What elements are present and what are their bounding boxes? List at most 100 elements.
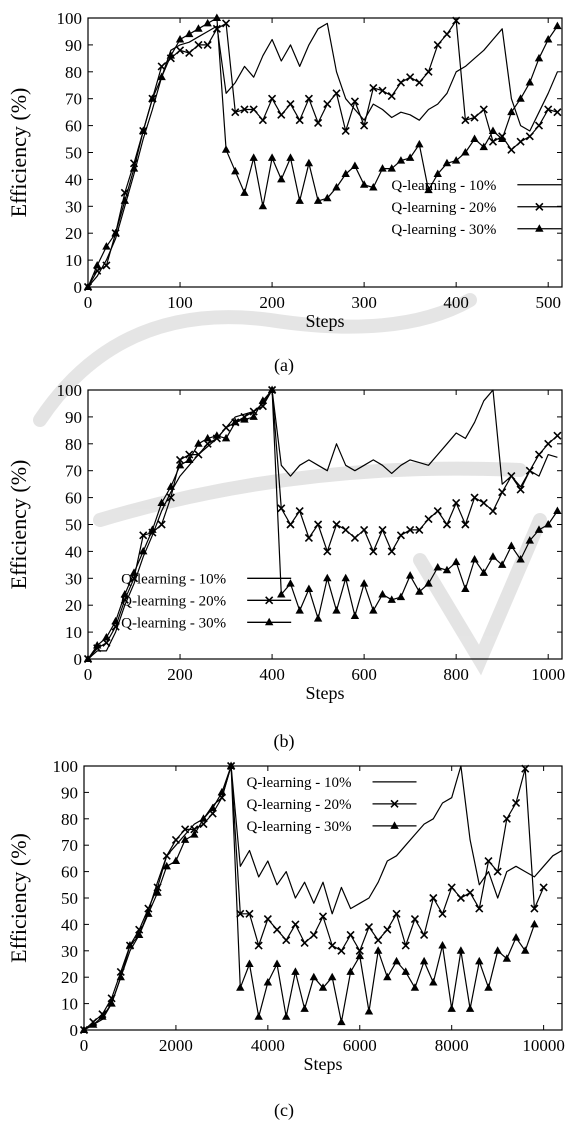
data-point	[272, 959, 282, 967]
data-point	[240, 105, 249, 114]
data-point	[203, 439, 212, 448]
y-tick-label: 70	[61, 836, 78, 855]
data-point	[534, 121, 544, 130]
data-point	[148, 525, 157, 533]
data-point	[544, 105, 553, 114]
x-tick-label: 0	[80, 1036, 89, 1055]
y-tick-label: 20	[65, 596, 82, 615]
data-point	[396, 592, 406, 601]
data-point	[93, 260, 102, 269]
series-line	[83, 765, 535, 1031]
data-point	[268, 94, 277, 103]
data-point	[359, 180, 369, 188]
data-point	[129, 568, 139, 576]
series-3	[79, 761, 539, 1033]
data-point	[286, 153, 295, 161]
data-point	[355, 951, 364, 960]
data-point	[175, 35, 185, 43]
legend-label: Q-learning - 30%	[391, 222, 496, 238]
data-point	[355, 946, 364, 955]
data-point	[488, 126, 498, 134]
data-point	[369, 606, 378, 614]
data-point	[530, 919, 539, 928]
data-point	[442, 30, 452, 39]
data-point	[194, 439, 203, 447]
series-2	[83, 385, 562, 664]
data-point	[139, 531, 148, 540]
data-point	[406, 73, 415, 82]
y-tick-label: 0	[70, 1021, 79, 1040]
data-point	[396, 531, 405, 540]
data-point	[282, 1012, 291, 1020]
data-point	[511, 933, 521, 941]
data-point	[392, 956, 401, 965]
y-tick-label: 10	[65, 623, 82, 642]
series-line	[87, 389, 558, 660]
data-point	[369, 547, 378, 556]
data-point	[203, 18, 212, 27]
data-point	[415, 587, 424, 595]
data-point	[286, 579, 295, 587]
data-point	[516, 485, 525, 494]
plot-frame	[87, 17, 563, 288]
legend-marker	[264, 617, 274, 626]
y-tick-label: 20	[61, 968, 78, 987]
data-point	[309, 972, 319, 981]
data-point	[175, 455, 185, 465]
data-point	[157, 520, 166, 529]
data-point	[286, 520, 295, 529]
data-point	[525, 536, 534, 544]
x-tick-label: 4000	[251, 1036, 285, 1055]
data-point	[231, 417, 240, 426]
data-point	[236, 983, 245, 991]
data-point	[429, 893, 438, 903]
data-point	[93, 641, 102, 649]
data-point	[360, 525, 369, 534]
x-tick-label: 2000	[159, 1036, 193, 1055]
data-point	[194, 40, 203, 49]
data-point	[295, 606, 304, 614]
data-point	[479, 105, 488, 114]
y-tick-label: 90	[61, 783, 78, 802]
data-point	[378, 525, 387, 534]
y-tick-label: 50	[65, 144, 82, 163]
data-point	[194, 450, 203, 459]
legend-label: Q-learning - 10%	[247, 775, 352, 791]
data-point	[98, 1012, 107, 1020]
data-point	[401, 967, 410, 975]
series-2	[83, 16, 562, 292]
data-point	[314, 118, 323, 127]
y-tick-label: 80	[65, 63, 82, 82]
data-point	[433, 169, 442, 178]
data-point	[387, 91, 396, 101]
data-point	[521, 764, 530, 773]
series-line	[87, 20, 558, 288]
data-point	[221, 423, 231, 432]
data-point	[415, 525, 424, 534]
data-point	[249, 412, 258, 420]
data-point	[125, 941, 135, 949]
y-axis-label: Efficiency (%)	[6, 460, 31, 590]
data-point	[479, 142, 488, 151]
data-point	[346, 967, 355, 975]
y-tick-label: 50	[65, 516, 82, 535]
data-point	[175, 46, 185, 55]
data-point	[456, 893, 465, 903]
data-point	[387, 547, 396, 556]
data-point	[488, 506, 498, 516]
data-point	[83, 654, 93, 662]
data-point	[544, 439, 553, 448]
data-point	[387, 595, 396, 603]
data-point	[236, 909, 245, 918]
legend-label: Q-learning - 20%	[391, 200, 496, 216]
data-point	[442, 565, 452, 574]
data-point	[341, 126, 350, 136]
data-point	[272, 925, 282, 934]
data-point	[424, 67, 433, 76]
data-point	[328, 941, 337, 950]
data-point	[507, 107, 516, 116]
y-tick-label: 80	[61, 810, 78, 829]
series-line	[87, 22, 558, 288]
data-point	[507, 472, 516, 481]
